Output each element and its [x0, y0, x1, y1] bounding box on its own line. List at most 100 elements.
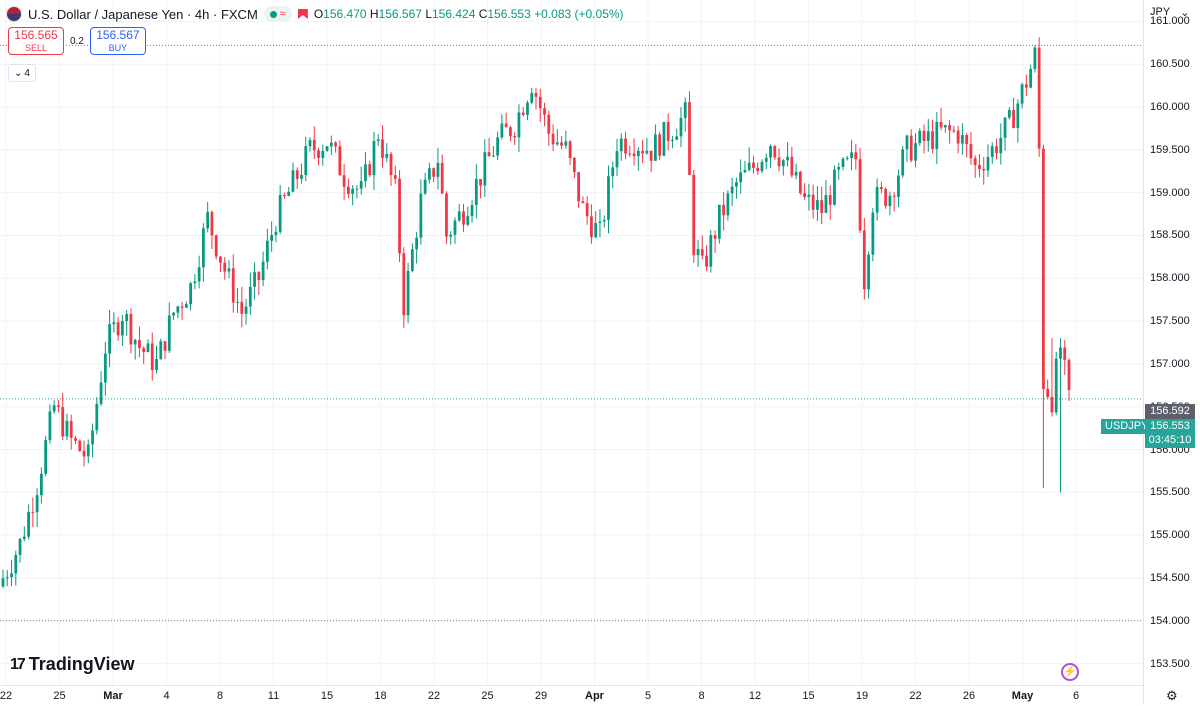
open-value: 156.470 [323, 7, 367, 21]
market-status-pill[interactable]: ≈ [263, 6, 292, 22]
candle-body [645, 150, 649, 154]
open-label: O [313, 7, 324, 21]
candlestick-chart[interactable] [0, 0, 1143, 685]
candle-body [636, 150, 640, 157]
candle-body [828, 195, 832, 205]
grid-lines [0, 0, 1143, 685]
time-axis[interactable]: 22 25 Mar 4 8 11 15 18 22 25 29 Apr 5 8 12 15 19 22 26 May 6 [0, 685, 1143, 706]
time-tick-label: 29 [534, 690, 548, 702]
candle-body [909, 135, 913, 161]
candle-body [790, 156, 794, 176]
candle-body [61, 407, 65, 437]
candle-body [632, 153, 636, 157]
indicators-toggle-button[interactable]: ⌄ 4 [8, 64, 36, 82]
us-flag-icon [6, 6, 22, 22]
candle-body [641, 150, 644, 154]
candle-body [879, 187, 883, 190]
candle-body [794, 171, 798, 176]
candle-body [440, 162, 444, 194]
candle-body [329, 142, 333, 147]
candle-body [607, 176, 610, 221]
flag-marker-icon[interactable] [297, 9, 308, 19]
candle-body [372, 140, 376, 176]
time-tick-label: 15 [802, 690, 815, 702]
symbol-legend: U.S. Dollar / Japanese Yen · 4h · FXCM ≈… [6, 6, 624, 22]
candle-body [22, 536, 26, 540]
candle-body [155, 359, 158, 370]
candle-body [995, 146, 998, 154]
candle-body [824, 195, 828, 213]
candle-body [833, 169, 836, 205]
gear-icon[interactable]: ⚙ [1166, 688, 1178, 703]
candle-body [27, 511, 30, 537]
tradingview-logo[interactable]: 17 TradingView [10, 654, 135, 675]
candle-body [65, 420, 69, 437]
candle-body [359, 181, 363, 189]
symbol-title[interactable]: U.S. Dollar / Japanese Yen · 4h · FXCM [28, 6, 258, 22]
candle-body [500, 123, 504, 138]
candle-body [543, 108, 546, 115]
chevron-down-icon: ⌄ [1180, 7, 1190, 19]
time-tick-label: 11 [267, 690, 280, 702]
sell-button[interactable]: 156.565 SELL [8, 27, 64, 55]
buy-button[interactable]: 156.567 BUY [89, 27, 146, 55]
price-tick-label: 158.000 [1150, 272, 1190, 285]
candle-body [594, 223, 598, 238]
candle-body [662, 122, 666, 156]
time-tick-label: 15 [320, 690, 334, 702]
spread-value: 0.2 [70, 35, 84, 47]
close-value: 156.553 [487, 7, 531, 21]
candle-body [491, 155, 495, 157]
candle-body [568, 141, 572, 158]
sell-price: 156.565 [14, 28, 58, 42]
candle-body [376, 139, 380, 141]
candle-body [961, 135, 964, 144]
candle-body [1016, 103, 1020, 128]
candle-body [121, 321, 124, 336]
candle-body [926, 131, 930, 141]
currency-selector[interactable]: JPY ⌄ [1150, 6, 1189, 19]
candle-body [184, 304, 188, 308]
change-value: +0.083 (+0.05%) [534, 7, 624, 21]
close-label: C [478, 7, 488, 21]
candle-body [837, 166, 841, 170]
candle-body [355, 188, 359, 190]
candle-body [892, 195, 896, 197]
low-label: L [425, 7, 432, 21]
price-tick-label: 155.500 [1150, 486, 1190, 499]
candle-body [479, 178, 482, 186]
candle-body [253, 272, 256, 287]
candle-body [619, 138, 623, 152]
symbol-price-tag: USDJPY [1101, 419, 1153, 434]
candle-body [342, 175, 346, 187]
candle-body [1033, 47, 1037, 69]
candle-body [462, 211, 465, 225]
candle-body [1037, 47, 1041, 149]
candle-body [884, 189, 888, 207]
currency-code: JPY [1150, 6, 1171, 18]
time-tick-label: 18 [374, 690, 387, 702]
time-tick-label: 25 [53, 690, 66, 702]
candle-body [496, 137, 500, 156]
candle-body [74, 437, 77, 441]
candle-body [730, 186, 734, 194]
candle-body [197, 267, 201, 282]
candle-body [39, 473, 43, 496]
price-axis[interactable]: 161.000 160.500 160.000 159.500 159.000 158.5… [1143, 0, 1200, 705]
candle-body [453, 220, 457, 235]
time-tick-label: 6 [1072, 690, 1080, 702]
candle-body [534, 92, 538, 97]
candle-body [692, 174, 696, 256]
candle-body [581, 201, 585, 204]
candle-body [564, 141, 568, 146]
candle-body [854, 152, 858, 160]
candle-body [905, 135, 909, 150]
candle-body [602, 220, 606, 222]
last-price-value: 156.553 [1150, 420, 1190, 432]
bar-countdown: 03:45:10 [1148, 434, 1192, 446]
candle-body [82, 451, 86, 457]
time-tick-label: 8 [698, 690, 705, 702]
candle-body [389, 153, 393, 176]
candle-body [935, 121, 939, 150]
lightning-icon[interactable]: ⚡ [1061, 663, 1079, 681]
